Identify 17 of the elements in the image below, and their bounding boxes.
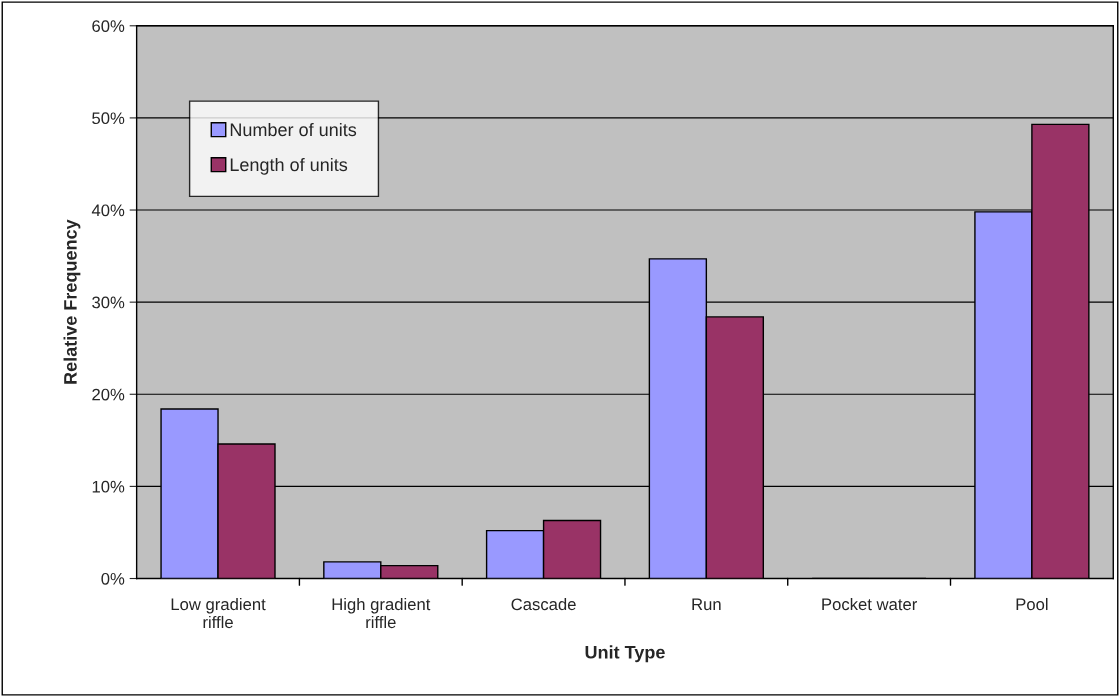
legend-label: Number of units [230, 122, 357, 137]
x-axis-title: Unit Type [585, 645, 665, 663]
legend-label: Length of units [230, 157, 348, 175]
y-tick-label: 40% [91, 204, 125, 217]
x-tick-label: Run [692, 598, 721, 611]
x-tick-label: Pool [1016, 597, 1048, 611]
x-tick-label: Pocket water [822, 597, 918, 611]
y-axis-title: Relative Frequency [63, 219, 81, 384]
y-tick-label: 50% [92, 112, 125, 125]
y-tick-label: 10% [92, 480, 125, 493]
y-tick-label: 20% [92, 388, 125, 401]
y-tick-label: 30% [92, 296, 125, 309]
y-tick-label: 60% [92, 20, 125, 32]
x-tick-label: Low gradient riffle [171, 597, 266, 629]
x-tick-label: Cascade [511, 597, 576, 611]
x-tick-label: High gradient riffle [332, 597, 431, 629]
y-tick-label: 0% [101, 572, 125, 585]
